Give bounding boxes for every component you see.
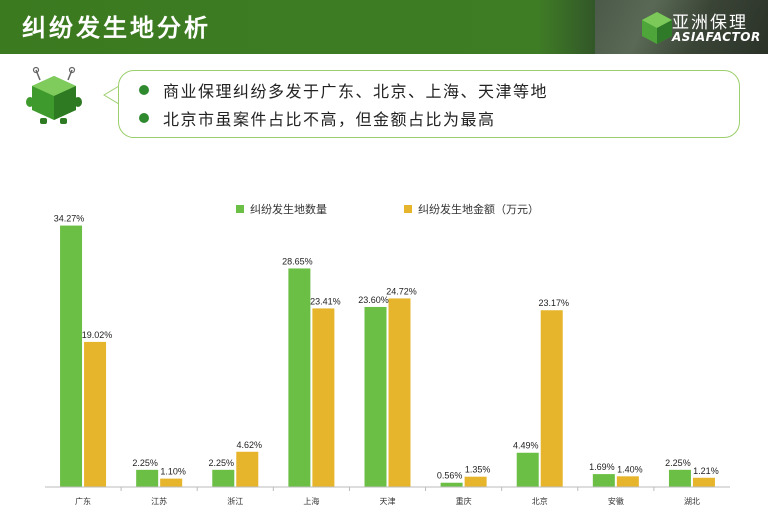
bar-count (592, 474, 615, 487)
summary-bubble: 商业保理纠纷多发于广东、北京、上海、天津等地 北京市虽案件占比不高，但金额占比为… (118, 70, 740, 138)
data-label: 2.25% (665, 458, 691, 468)
bullet-dot-icon (139, 113, 149, 123)
bar-count (60, 225, 83, 487)
data-label: 1.40% (617, 464, 643, 474)
summary-text: 商业保理纠纷多发于广东、北京、上海、天津等地 (163, 82, 549, 101)
data-label: 4.62% (237, 440, 263, 450)
bar-count (364, 306, 387, 487)
data-label: 23.60% (358, 295, 389, 305)
brand-logo-icon (642, 12, 672, 44)
category-label: 湖北 (684, 497, 700, 506)
data-label: 28.65% (282, 256, 313, 266)
category-label: 广东 (75, 496, 91, 506)
category-label: 北京 (532, 496, 548, 506)
legend-label: 纠纷发生地金额（万元） (418, 202, 539, 216)
category-label: 浙江 (227, 496, 243, 506)
header-photo (595, 0, 768, 54)
data-label: 19.02% (82, 330, 113, 340)
bullet-dot-icon (139, 85, 149, 95)
bar-count (516, 452, 539, 487)
bar-count (668, 469, 691, 487)
bar-amount (540, 310, 563, 487)
data-label: 24.72% (386, 286, 417, 296)
data-label: 23.41% (310, 296, 341, 306)
category-label: 重庆 (456, 496, 472, 506)
page-title: 纠纷发生地分析 (22, 13, 211, 42)
data-label: 1.35% (465, 465, 491, 475)
data-label: 1.21% (693, 466, 719, 476)
bar-count (136, 469, 159, 487)
header-bar: 纠纷发生地分析 亚洲保理 ASIAFACTOR (0, 0, 768, 54)
brand-name-en: ASIAFACTOR (672, 30, 761, 44)
legend-swatch (404, 205, 412, 213)
bar-count (288, 268, 311, 487)
legend-swatch (236, 205, 244, 213)
data-label: 1.10% (160, 467, 186, 477)
bar-count (212, 469, 235, 487)
bar-amount (84, 341, 107, 487)
data-label: 2.25% (209, 458, 235, 468)
bar-amount (236, 451, 259, 487)
category-label: 江苏 (151, 496, 167, 506)
category-label: 安徽 (608, 496, 624, 506)
data-label: 1.69% (589, 462, 615, 472)
bar-amount (692, 477, 715, 487)
data-label: 4.49% (513, 441, 539, 451)
brand-name-cn: 亚洲保理 (672, 13, 748, 33)
bar-amount (464, 476, 487, 487)
legend-label: 纠纷发生地数量 (250, 202, 327, 216)
data-label: 2.25% (132, 458, 158, 468)
bar-amount (616, 476, 639, 487)
data-label: 0.56% (437, 471, 463, 481)
bar-chart: 纠纷发生地数量 纠纷发生地金额（万元）34.27%19.02%广东2.25%1.1… (45, 202, 730, 506)
mascot-icon (26, 66, 82, 124)
data-label: 34.27% (54, 214, 85, 224)
bar-count (440, 482, 463, 487)
bar-amount (312, 308, 335, 487)
summary-text: 北京市虽案件占比不高，但金额占比为最高 (163, 110, 496, 129)
bar-amount (160, 478, 183, 487)
category-label: 天津 (380, 496, 396, 506)
summary-bullet: 北京市虽案件占比不高，但金额占比为最高 (139, 107, 496, 129)
summary-bullet: 商业保理纠纷多发于广东、北京、上海、天津等地 (139, 79, 548, 101)
data-label: 23.17% (538, 298, 569, 308)
category-label: 上海 (303, 496, 319, 506)
bar-amount (388, 298, 411, 487)
